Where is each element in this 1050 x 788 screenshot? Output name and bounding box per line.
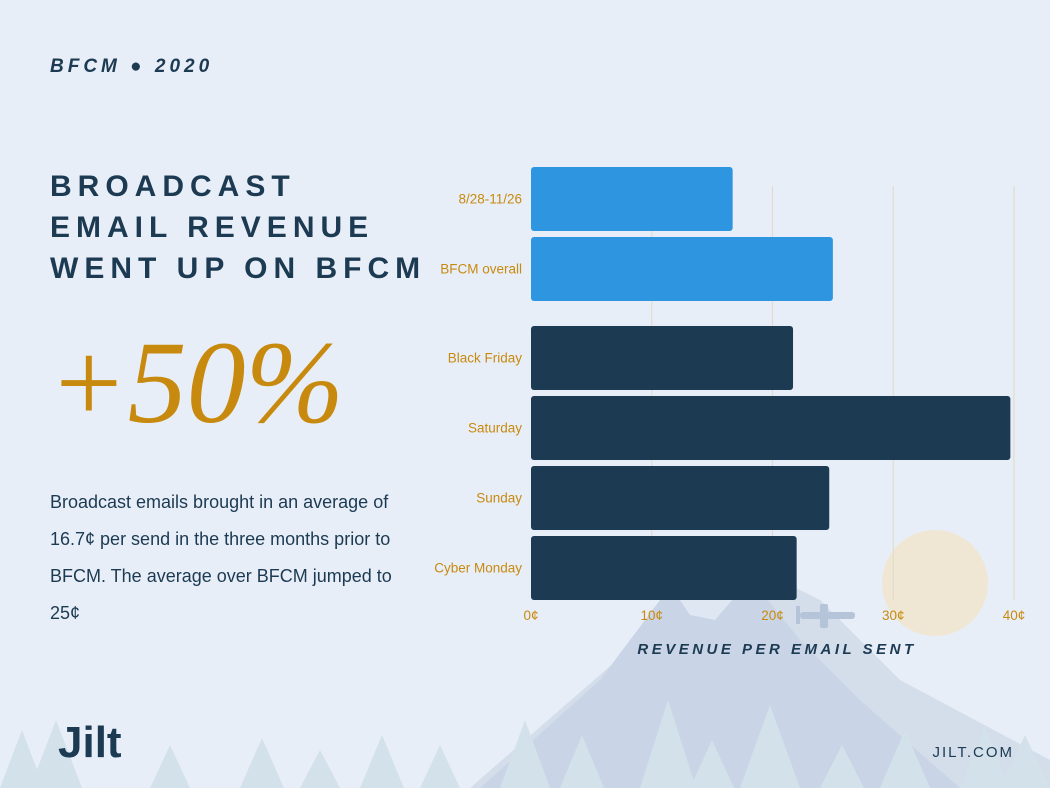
tick-label-20: 20¢ [761,608,784,623]
x-axis-title: REVENUE PER EMAIL SENT [637,641,916,658]
category-label-2: Black Friday [448,351,523,366]
category-label-5: Cyber Monday [434,561,522,576]
category-label-1: BFCM overall [440,262,522,277]
category-label-0: 8/28-11/26 [458,192,522,207]
bar-5 [531,536,797,600]
eyebrow-label: BFCM ● 2020 [50,56,213,78]
revenue-bar-chart: 8/28-11/26 BFCM overall Black Friday Saturd… [420,150,1040,670]
bar-4 [531,466,829,530]
bar-1 [531,237,833,301]
bar-2 [531,326,793,390]
tick-label-30: 30¢ [882,608,905,623]
tick-label-10: 10¢ [640,608,663,623]
category-label-4: Sunday [476,491,522,506]
stat-value: +50% [48,318,344,448]
site-url: JILT.COM [932,744,1014,761]
bar-3 [531,396,1010,460]
tick-label-40: 40¢ [1003,608,1026,623]
category-label-3: Saturday [468,421,522,436]
bar-0 [531,167,733,231]
jilt-logo: Jilt [58,718,122,768]
body-text: Broadcast emails brought in an average o… [50,484,418,632]
headline: BROADCAST EMAIL REVENUE WENT UP ON BFCM [50,166,430,289]
tick-label-0: 0¢ [523,608,538,623]
